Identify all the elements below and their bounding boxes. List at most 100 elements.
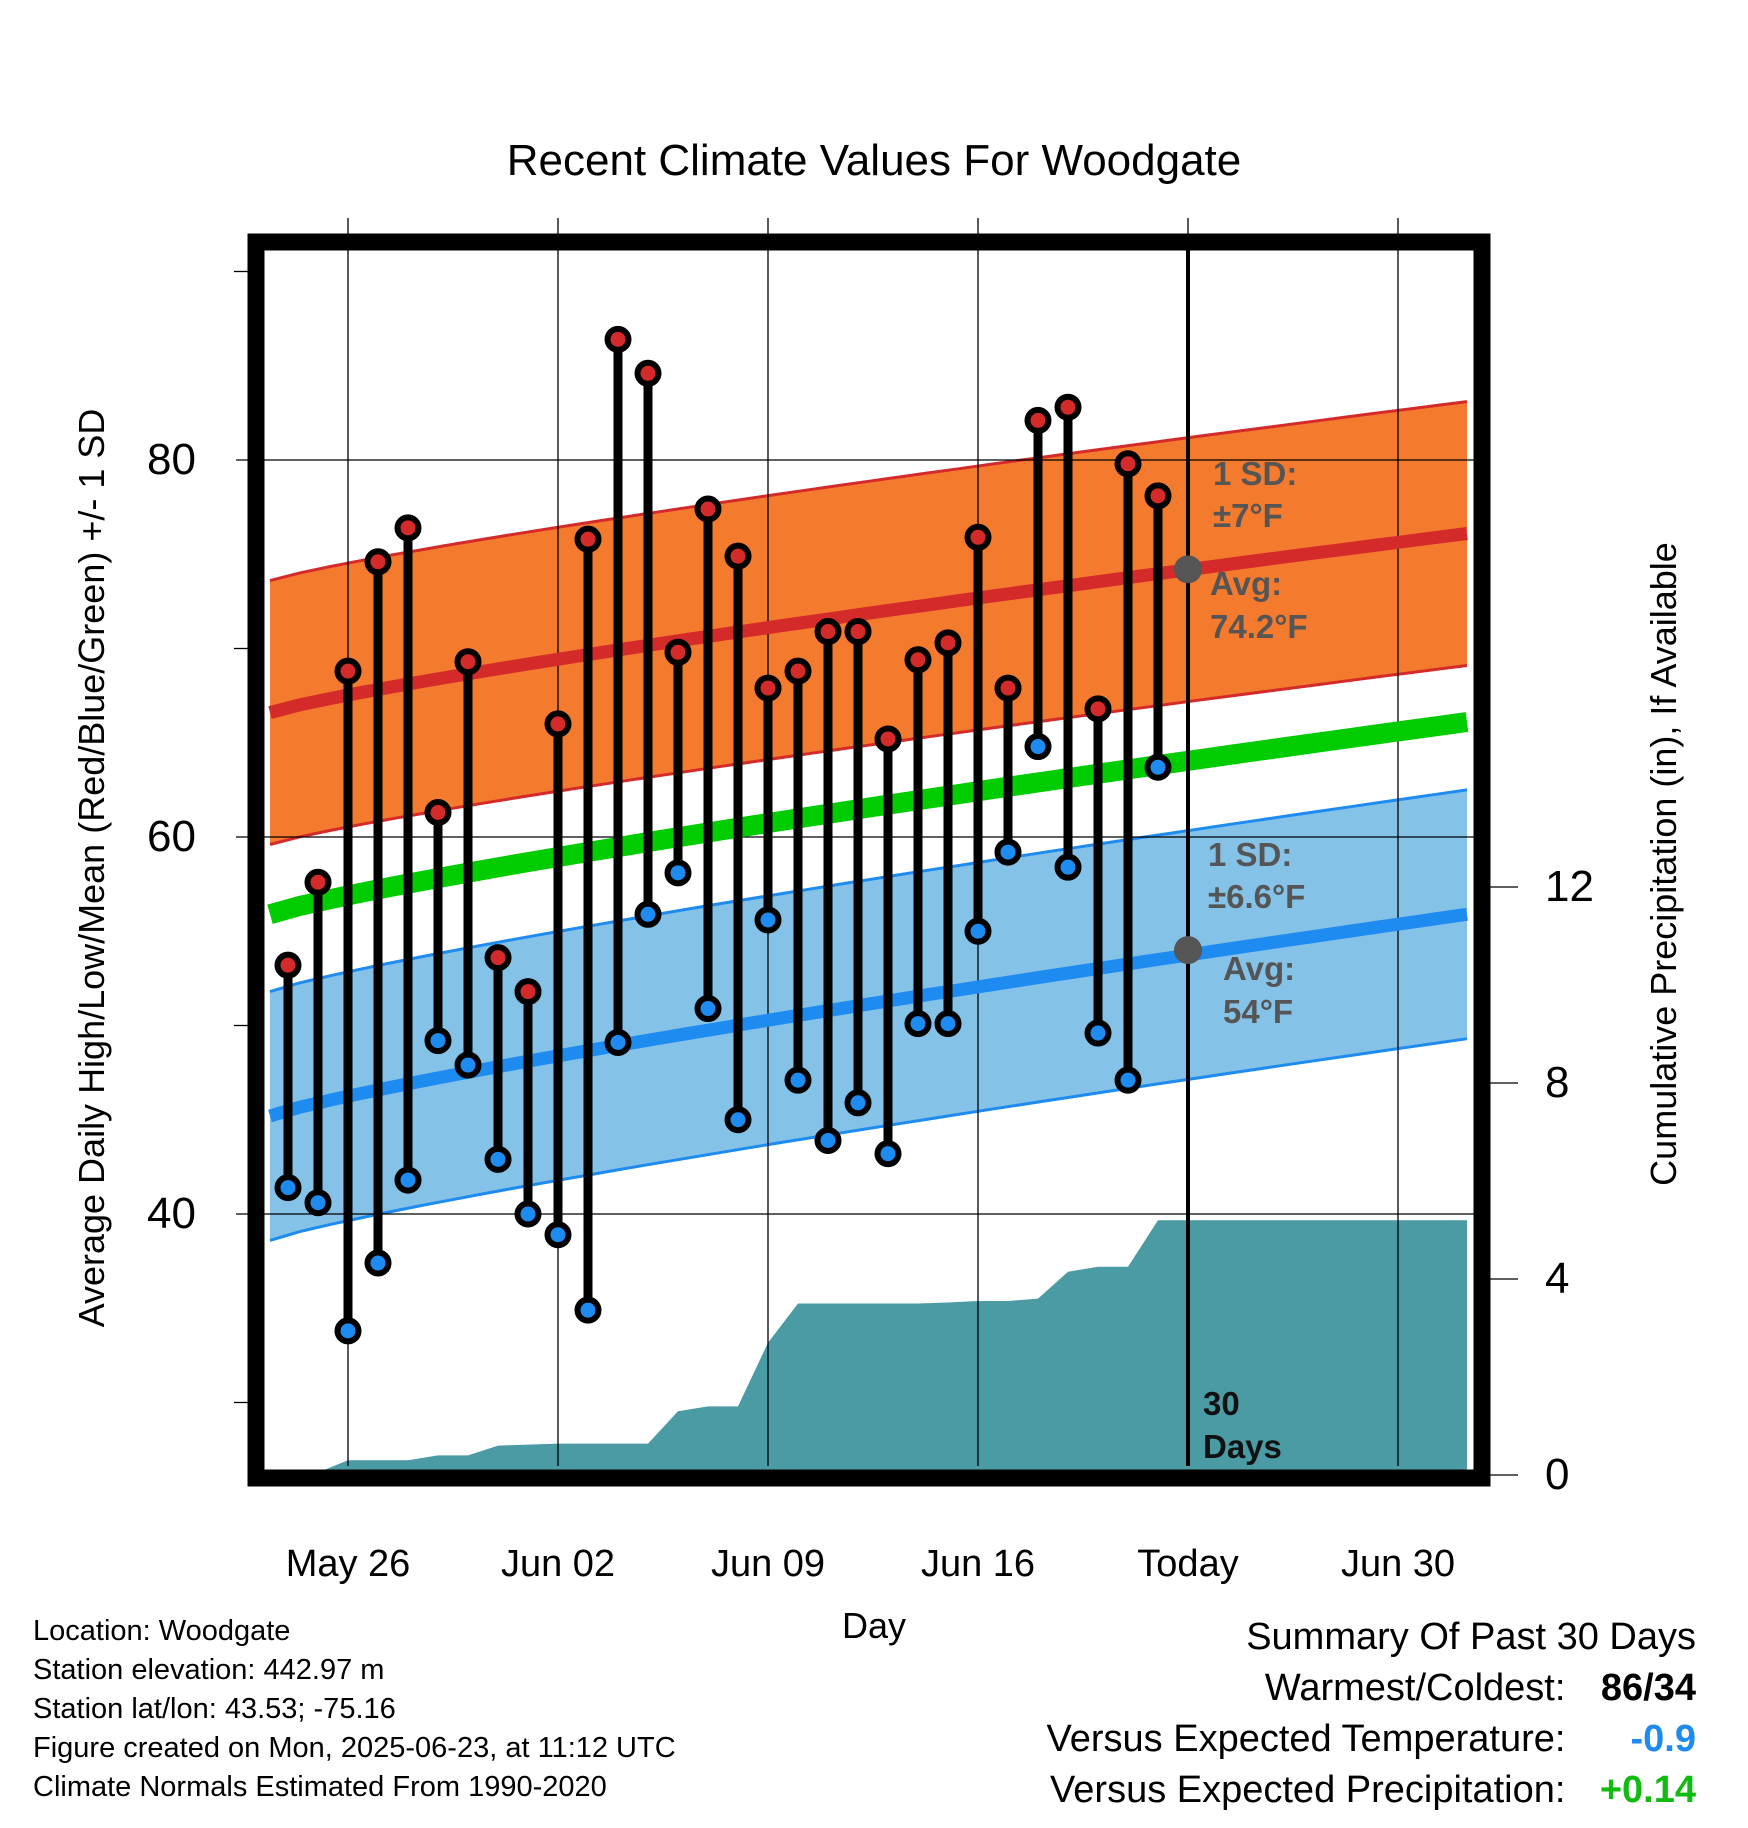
normals-text: Climate Normals Estimated From 1990-2020 [33,1771,607,1803]
high-point-28 [1114,450,1142,478]
low-point-8 [514,1200,542,1228]
low-point-6 [454,1051,482,1079]
high-sd-label: 1 SD: [1213,455,1297,492]
low-point-7 [484,1145,512,1173]
high-point-17 [784,657,812,685]
low-point-15 [724,1106,752,1134]
frame-rect [247,233,1491,1487]
temp-label: Versus Expected Temperature: [1046,1718,1566,1760]
high-point-8 [514,978,542,1006]
elevation-text: Station elevation: 442.97 m [33,1654,385,1686]
chart-title: Recent Climate Values For Woodgate [507,136,1242,185]
high-point-22 [934,629,962,657]
low-point-2 [334,1317,362,1345]
high-point-25 [1024,406,1052,434]
y-axis-label: Average Daily High/Low/Mean (Red/Blue/Gr… [71,409,112,1328]
low-point-23 [964,917,992,945]
low-point-27 [1084,1019,1112,1047]
low-point-19 [844,1089,872,1117]
warm-cold-value: 86/34 [1576,1663,1696,1714]
high-avg-value: 74.2°F [1210,608,1308,645]
precip-area [288,1220,1467,1475]
high-point-24 [994,674,1022,702]
high-point-10 [574,525,602,553]
x-axis-label: Day [842,1605,906,1646]
summary-precip: Versus Expected Precipitation: +0.14 [1047,1765,1696,1816]
low-point-3 [364,1249,392,1277]
low-avg-value: 54°F [1223,993,1293,1030]
high-point-5 [424,798,452,826]
y-tick-label-60: 60 [147,812,196,861]
high-point-15 [724,542,752,570]
daily-high-low-markers [274,325,1172,1345]
summary-panel: Summary Of Past 30 Days Warmest/Coldest:… [1047,1612,1696,1816]
high-avg-label: Avg: [1210,565,1282,602]
high-point-14 [694,495,722,523]
warm-cold-label: Warmest/Coldest: [1264,1667,1566,1709]
y2-tick-label-12: 12 [1545,862,1594,911]
y-tick-label-40: 40 [147,1189,196,1238]
y2-axis-label: Cumulative Precipitation (in), If Availa… [1643,542,1684,1186]
low-point-1 [304,1189,332,1217]
low-point-16 [754,906,782,934]
high-point-9 [544,710,572,738]
high-point-21 [904,646,932,674]
high-point-23 [964,523,992,551]
axis-ticks: 40 60 80 0 4 8 12 [147,270,1594,1499]
today-low-avg-marker [1174,936,1202,965]
precipitation-area [288,1220,1467,1475]
high-point-12 [634,359,662,387]
high-point-6 [454,648,482,676]
high-point-18 [814,618,842,646]
low-point-5 [424,1027,452,1055]
high-point-20 [874,725,902,753]
low-band-lower-edge [269,1037,1468,1242]
high-point-13 [664,638,692,666]
high-point-2 [334,657,362,685]
precip-label: Versus Expected Precipitation: [1050,1769,1566,1811]
low-point-22 [934,1010,962,1038]
low-point-28 [1114,1066,1142,1094]
high-point-11 [604,325,632,353]
x-tick-label-2: Jun 09 [711,1543,825,1585]
annotations: 1 SD: ±7°F Avg: 74.2°F 1 SD: ±6.6°F Avg:… [1203,455,1308,1465]
high-point-4 [394,514,422,542]
period-unit: Days [1203,1428,1282,1465]
low-sd-label: 1 SD: [1208,836,1292,873]
latlon-text: Station lat/lon: 43.53; -75.16 [33,1693,396,1725]
low-sd-value: ±6.6°F [1208,878,1305,915]
location-text: Location: Woodgate [33,1615,291,1647]
plot-frame [247,233,1491,1487]
period-number: 30 [1203,1385,1240,1422]
x-tick-label-3: Jun 16 [921,1543,1035,1585]
y2-tick-label-0: 0 [1545,1450,1569,1499]
x-tick-label-5: Jun 30 [1341,1543,1455,1585]
summary-warm-cold: Warmest/Coldest: 86/34 [1047,1663,1696,1714]
high-point-3 [364,548,392,576]
high-point-7 [484,944,512,972]
low-point-10 [574,1296,602,1324]
normal-bands [269,400,1468,1242]
high-sd-value: ±7°F [1213,497,1283,534]
low-point-26 [1054,853,1082,881]
high-band-upper-edge [269,400,1468,583]
low-point-12 [634,900,662,928]
high-point-29 [1144,482,1172,510]
x-tick-label-4: Today [1137,1543,1238,1585]
low-sd-band [270,789,1467,1241]
high-point-27 [1084,695,1112,723]
low-point-11 [604,1028,632,1056]
precip-value: +0.14 [1599,1769,1696,1811]
low-point-0 [274,1174,302,1202]
x-tick-label-1: Jun 02 [501,1543,615,1585]
station-info: Location: Woodgate Station elevation: 44… [33,1612,676,1807]
summary-heading: Summary Of Past 30 Days [1246,1616,1696,1658]
warm-cold-separator: / [1643,1667,1654,1709]
low-point-13 [664,859,692,887]
high-point-26 [1054,393,1082,421]
x-tick-labels: May 26 Jun 02 Jun 09 Jun 16 Today Jun 30 [286,1543,1455,1585]
high-point-19 [844,618,872,646]
high-point-0 [274,951,302,979]
low-point-24 [994,838,1022,866]
